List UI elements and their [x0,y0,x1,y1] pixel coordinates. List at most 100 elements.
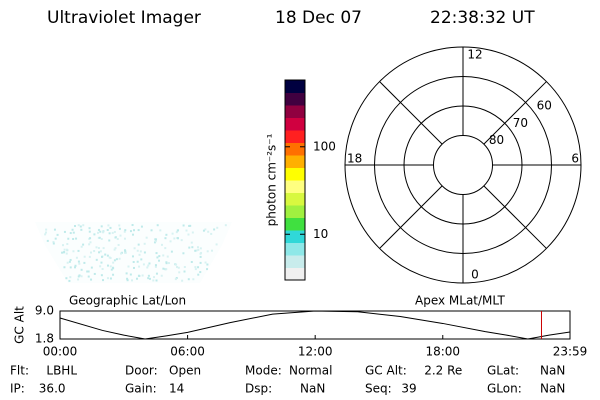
speckle [178,271,181,274]
speckle [137,243,140,246]
speckle [204,261,207,264]
speckle [65,277,68,280]
speckle [185,229,188,232]
speckle [166,255,169,258]
speckle [106,254,109,257]
speckle [83,261,86,264]
speckle [109,226,112,229]
info-value: NaN [540,382,565,396]
x-tick-label: 12:00 [298,345,333,359]
speckle [187,233,190,236]
speckle [124,250,127,253]
speckle [155,252,158,255]
lat-ring [374,76,552,254]
speckle [78,274,81,277]
speckle [97,247,100,250]
speckle [136,260,139,263]
speckle [153,241,156,244]
spoke [379,185,443,249]
speckle [183,270,186,273]
info-label: Seq: [365,382,392,396]
speckle [52,241,55,244]
speckle [131,233,134,236]
speckle [165,268,168,271]
speckle [137,229,140,232]
speckle [46,239,49,242]
spoke [483,185,547,249]
speckle [72,231,75,234]
speckle [102,247,105,250]
speckle [93,250,96,253]
speckle [75,256,78,259]
speckle [79,225,82,228]
speckle [100,237,103,240]
info-value: NaN [540,364,565,378]
speckle [113,259,116,262]
mlt-label: 12 [467,48,482,62]
speckle [44,231,47,234]
color-step [285,267,305,281]
speckle [66,261,69,264]
y-axis-label: GC Alt [13,306,27,344]
speckle [146,266,149,269]
speckle [102,279,105,282]
speckle [165,261,168,264]
speckle [131,224,134,227]
lat-label: 60 [537,98,552,112]
speckle [206,250,209,253]
speckle [95,258,98,261]
color-step [285,242,305,256]
speckle [118,257,121,260]
speckle [147,264,150,267]
speckle [126,277,129,280]
speckle [108,232,111,235]
speckle [80,268,83,271]
speckle [180,239,183,242]
colorbar-frame [284,79,306,281]
speckle [100,225,103,228]
speckle [86,270,89,273]
color-step [285,117,305,131]
speckle [140,258,143,261]
speckle [82,224,85,227]
speckle [154,264,157,267]
x-tick-label: 18:00 [425,345,460,359]
speckle [63,251,66,254]
speckle [199,247,202,250]
speckle [88,255,91,258]
lat-label: 70 [513,116,528,130]
speckle [142,263,145,266]
x-tick-label: 23:59 [553,345,588,359]
color-step [285,92,305,106]
speckle [120,252,123,255]
speckle [154,240,157,243]
speckle [77,278,80,281]
speckle [175,266,178,269]
speckle [156,224,159,227]
speckle [191,231,194,234]
speckle [139,250,142,253]
speckle [162,267,165,270]
speckle [118,224,121,227]
speckle [63,266,66,269]
speckle [175,263,178,266]
speckle [74,264,77,267]
speckle [155,238,158,241]
speckle [155,279,158,282]
color-step [285,255,305,268]
speckle [177,266,180,269]
info-value: 39 [401,382,416,396]
speckle [75,237,78,240]
speckle [44,233,47,236]
speckle [69,276,72,279]
speckle [170,250,173,253]
speckle [210,249,213,252]
speckle [155,272,158,275]
speckle [138,274,141,277]
speckle [100,255,103,258]
speckle [147,274,150,277]
speckle [111,266,114,269]
speckle [113,248,116,251]
speckle [68,279,71,282]
speckle [135,277,138,280]
